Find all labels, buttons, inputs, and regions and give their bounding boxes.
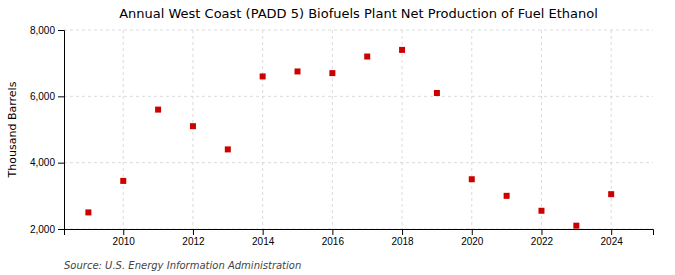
point	[120, 178, 126, 184]
y-tick-mark	[58, 229, 64, 230]
x-grid-line	[192, 30, 193, 229]
y-tick-label: 6,000	[30, 91, 55, 102]
point	[329, 70, 335, 76]
plot-area: 2010 2012 2014 2016 2018 2020 2022 2024 2,000 4,0…	[30, 25, 654, 247]
y-axis: 2,000 4,000 6,000 8,000	[30, 25, 65, 235]
x-tick-mark	[472, 229, 473, 235]
y-grid-line	[64, 162, 653, 163]
x-tick-label: 2018	[391, 236, 414, 247]
x-tick: 2012	[182, 229, 205, 247]
chart: 2010 2012 2014 2016 2018 2020 2022 2024 2,000 4,0…	[0, 0, 675, 275]
y-tick: 6,000	[30, 91, 64, 102]
y-tick-mark	[58, 30, 64, 31]
y-tick-label: 4,000	[30, 157, 55, 168]
point	[295, 68, 301, 74]
point	[573, 223, 579, 229]
title: Annual West Coast (PADD 5) Biofuels Plan…	[119, 6, 598, 21]
point	[190, 123, 196, 129]
x-tick-label: 2014	[252, 236, 275, 247]
point	[538, 208, 544, 214]
x-tick-mark	[611, 229, 612, 235]
x-tick-label: 2012	[182, 236, 205, 247]
x-tick-label: 2016	[322, 236, 345, 247]
y-tick: 2,000	[30, 224, 64, 235]
point	[434, 90, 440, 96]
x-tick-label: 2024	[601, 236, 624, 247]
y-tick: 8,000	[30, 25, 64, 36]
x-tick: 2018	[391, 229, 414, 247]
x-grid-line	[123, 30, 124, 229]
point	[608, 191, 614, 197]
x-grid-line	[332, 30, 333, 229]
point	[364, 54, 370, 60]
x-tick-mark	[263, 229, 264, 235]
y-axis-line	[58, 31, 65, 230]
x-tick: 2016	[322, 229, 345, 247]
point	[225, 146, 231, 152]
point	[469, 176, 475, 182]
x-tick-label: 2010	[113, 236, 136, 247]
x-tick-mark	[402, 229, 403, 235]
y-tick-mark	[58, 163, 64, 164]
x-grid-line	[402, 30, 403, 229]
x-grid-line	[541, 30, 542, 229]
y-axis-title: Thousand Barrels	[6, 81, 19, 178]
x-tick-label: 2020	[461, 236, 484, 247]
y-tick-mark	[58, 96, 64, 97]
point	[155, 107, 161, 113]
x-tick: 2024	[601, 229, 624, 247]
point	[85, 209, 91, 215]
y-grid-line	[64, 30, 653, 31]
point	[260, 73, 266, 79]
x-tick-mark	[541, 229, 542, 235]
x-tick-mark	[193, 229, 194, 235]
point	[399, 47, 405, 53]
y-tick-label: 2,000	[30, 224, 55, 235]
points	[85, 47, 614, 229]
x-axis: 2010 2012 2014 2016 2018 2020 2022 2024	[65, 229, 654, 247]
y-grid-line	[64, 96, 653, 97]
x-tick-mark	[123, 229, 124, 235]
x-tick: 2014	[252, 229, 275, 247]
y-tick: 4,000	[30, 157, 64, 168]
x-tick-mark	[332, 229, 333, 235]
x-tick: 2010	[113, 229, 136, 247]
point	[504, 193, 510, 199]
x-axis-line	[65, 230, 654, 236]
x-grid-line	[611, 30, 612, 229]
x-tick: 2022	[531, 229, 554, 247]
y-tick-label: 8,000	[30, 25, 55, 36]
annotation: Source: U.S. Energy Information Administ…	[64, 260, 301, 271]
x-grid-line	[262, 30, 263, 229]
x-grid-line	[471, 30, 472, 229]
x-tick: 2020	[461, 229, 484, 247]
x-tick-label: 2022	[531, 236, 554, 247]
grid	[64, 30, 653, 229]
